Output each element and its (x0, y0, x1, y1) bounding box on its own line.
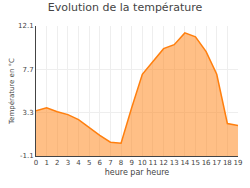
svg-text:14: 14 (180, 159, 189, 167)
svg-text:12: 12 (159, 159, 168, 167)
svg-text:Evolution de la température: Evolution de la température (48, 1, 203, 14)
svg-text:1: 1 (44, 159, 48, 167)
svg-text:3: 3 (66, 159, 70, 167)
svg-text:2: 2 (55, 159, 59, 167)
svg-text:5: 5 (87, 159, 91, 167)
svg-text:10: 10 (138, 159, 147, 167)
svg-text:6: 6 (98, 159, 103, 167)
svg-text:0: 0 (34, 159, 38, 167)
svg-text:12.1: 12.1 (18, 22, 34, 30)
svg-text:4: 4 (76, 159, 81, 167)
svg-text:9: 9 (129, 159, 133, 167)
svg-text:8: 8 (119, 159, 123, 167)
svg-text:18: 18 (223, 159, 232, 167)
svg-text:19: 19 (234, 159, 243, 167)
svg-text:13: 13 (170, 159, 179, 167)
svg-text:3.3: 3.3 (22, 109, 33, 117)
svg-text:15: 15 (191, 159, 200, 167)
svg-text:-1.1: -1.1 (20, 152, 34, 160)
svg-text:11: 11 (148, 159, 157, 167)
svg-text:16: 16 (202, 159, 211, 167)
svg-text:Température en °C: Température en °C (8, 58, 16, 125)
svg-text:heure par heure: heure par heure (105, 168, 170, 177)
svg-text:7.7: 7.7 (22, 66, 33, 74)
svg-text:7: 7 (108, 159, 112, 167)
svg-text:17: 17 (212, 159, 221, 167)
